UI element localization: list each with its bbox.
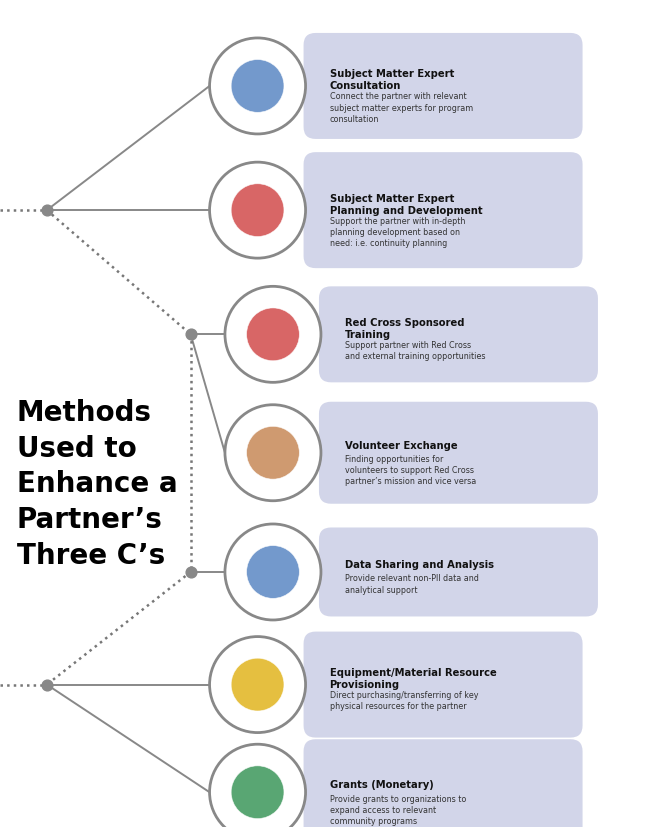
FancyBboxPatch shape: [304, 739, 583, 827]
Circle shape: [231, 184, 284, 237]
Circle shape: [225, 524, 321, 620]
Text: Provide grants to organizations to
expand access to relevant
community programs: Provide grants to organizations to expan…: [330, 794, 466, 825]
Circle shape: [225, 405, 321, 501]
Circle shape: [247, 308, 299, 361]
FancyBboxPatch shape: [319, 287, 598, 383]
Point: [41, 678, 52, 691]
Circle shape: [225, 287, 321, 383]
Point: [185, 328, 196, 342]
Text: Provide relevant non-PII data and
analytical support: Provide relevant non-PII data and analyt…: [345, 574, 479, 594]
Text: Support the partner with in-depth
planning development based on
need: i.e. conti: Support the partner with in-depth planni…: [330, 217, 465, 247]
Text: Finding opportunities for
volunteers to support Red Cross
partner’s mission and : Finding opportunities for volunteers to …: [345, 455, 476, 485]
Circle shape: [209, 39, 306, 135]
Circle shape: [247, 427, 299, 480]
Text: Methods
Used to
Enhance a
Partner’s
Three C’s: Methods Used to Enhance a Partner’s Thre…: [17, 399, 177, 569]
Circle shape: [209, 637, 306, 733]
Circle shape: [231, 658, 284, 711]
Circle shape: [231, 60, 284, 113]
Text: Support partner with Red Cross
and external training opportunities: Support partner with Red Cross and exter…: [345, 341, 486, 361]
Text: Red Cross Sponsored
Training: Red Cross Sponsored Training: [345, 318, 464, 339]
FancyBboxPatch shape: [319, 402, 598, 504]
Text: Subject Matter Expert
Consultation: Subject Matter Expert Consultation: [330, 69, 454, 91]
Circle shape: [247, 546, 299, 599]
Text: Volunteer Exchange: Volunteer Exchange: [345, 440, 458, 450]
Point: [41, 204, 52, 218]
Text: Grants (Monetary): Grants (Monetary): [330, 779, 434, 789]
Circle shape: [209, 163, 306, 259]
Circle shape: [231, 766, 284, 819]
Circle shape: [209, 744, 306, 827]
Text: Direct purchasing/transferring of key
physical resources for the partner: Direct purchasing/transferring of key ph…: [330, 691, 478, 710]
Point: [185, 566, 196, 579]
Text: Equipment/Material Resource
Provisioning: Equipment/Material Resource Provisioning: [330, 667, 496, 689]
FancyBboxPatch shape: [304, 632, 583, 738]
FancyBboxPatch shape: [304, 34, 583, 140]
Text: Connect the partner with relevant
subject matter experts for program
consultatio: Connect the partner with relevant subjec…: [330, 93, 473, 123]
Text: Subject Matter Expert
Planning and Development: Subject Matter Expert Planning and Devel…: [330, 194, 482, 215]
Text: Data Sharing and Analysis: Data Sharing and Analysis: [345, 559, 494, 569]
FancyBboxPatch shape: [319, 528, 598, 617]
FancyBboxPatch shape: [304, 153, 583, 269]
